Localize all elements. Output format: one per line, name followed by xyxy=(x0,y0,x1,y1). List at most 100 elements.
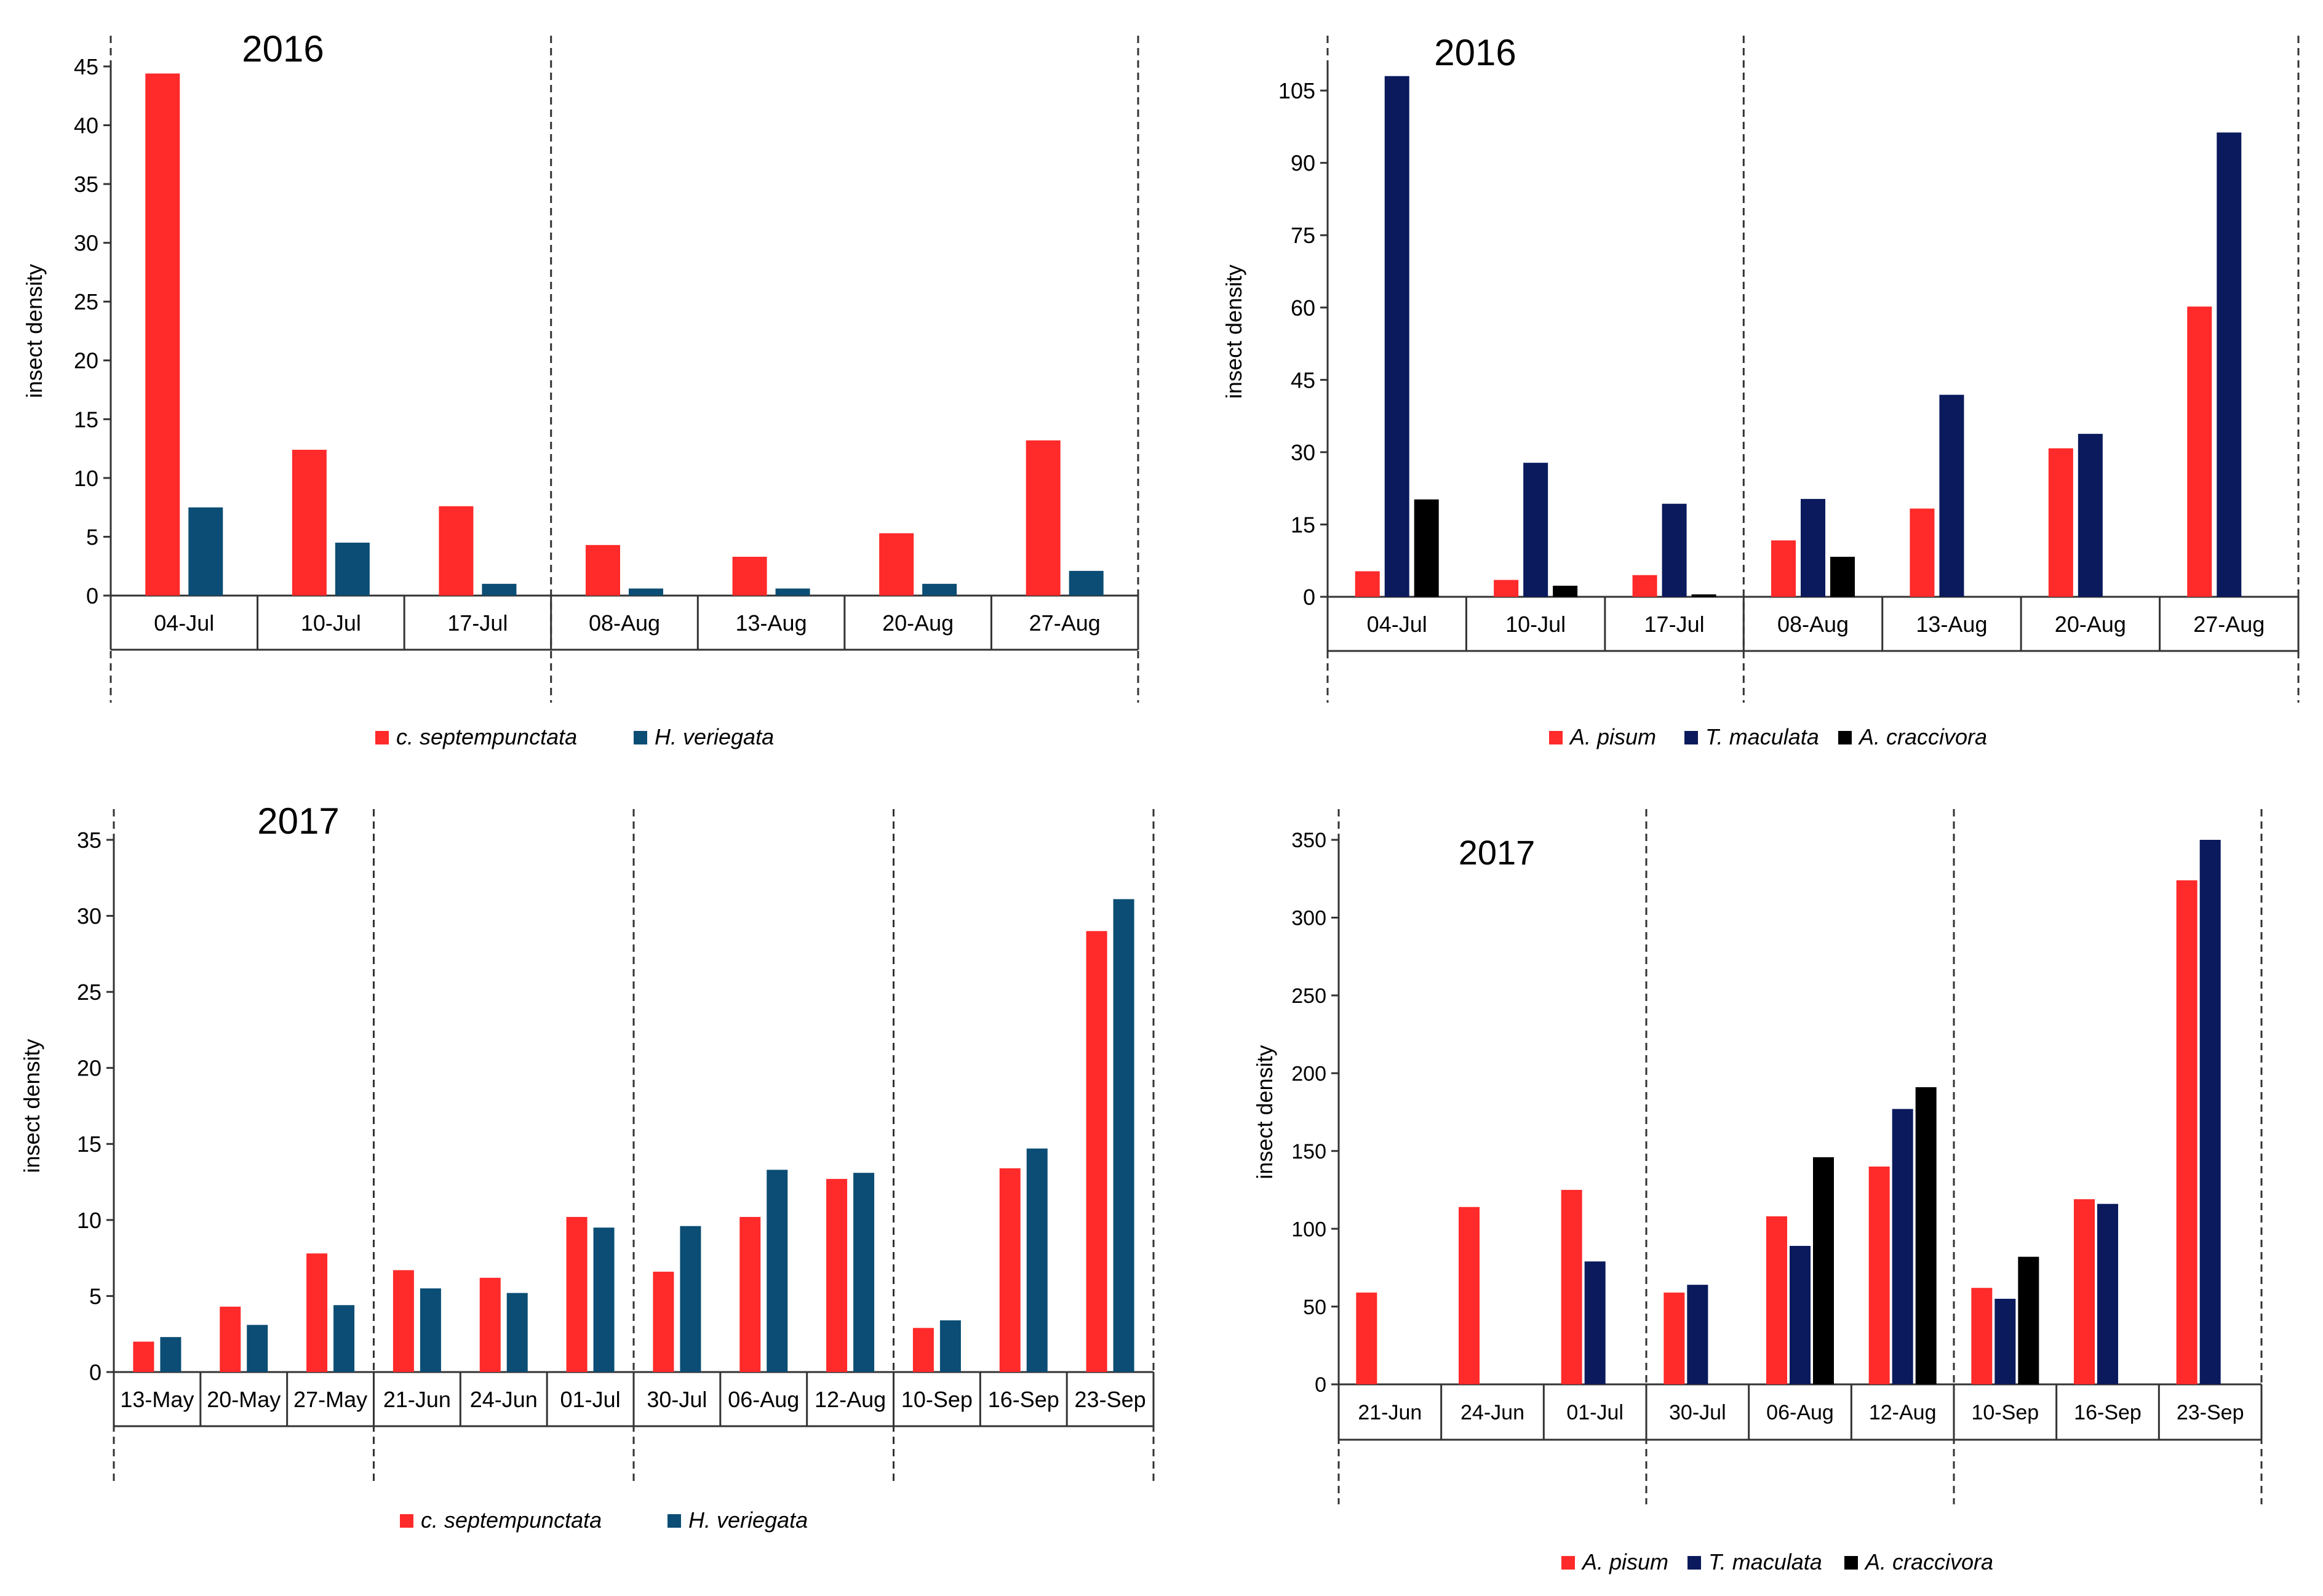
bar-c-septempunctata-06-aug xyxy=(739,1216,761,1372)
bar-a-pisum-12-aug xyxy=(1868,1167,1890,1384)
y-tick-label: 60 xyxy=(1291,295,1315,321)
x-category-label: 10-Jul xyxy=(301,610,361,636)
bar-c-septempunctata-27-aug xyxy=(1026,440,1061,596)
chart-title: 2017 xyxy=(257,800,339,842)
y-tick-label: 45 xyxy=(1291,367,1315,393)
chart-2017-aphids: 2017 0 50 100 150 200 250 300 350 insect density 2… xyxy=(1252,809,2263,1574)
x-category-label: 23-Sep xyxy=(2177,1401,2244,1424)
x-category-label: 01-Jul xyxy=(560,1387,621,1412)
x-category-label: 17-Jul xyxy=(1644,612,1705,637)
y-tick-label: 35 xyxy=(74,172,98,197)
bar-t-maculata-01-jul xyxy=(1584,1261,1606,1384)
bar-c-septempunctata-04-jul xyxy=(145,73,180,596)
y-tick-label: 5 xyxy=(89,1283,102,1309)
chart-panel-2016-aphids: 2016 0 15 30 45 60 75 90 105 insect density 04-Jul… xyxy=(1162,0,2323,778)
x-category-label: 06-Aug xyxy=(1766,1401,1834,1424)
bar-t-maculata-23-sep xyxy=(2199,840,2221,1384)
y-tick-label: 0 xyxy=(1303,585,1315,610)
legend-swatch xyxy=(375,731,389,744)
bar-h-veriegata-20-aug xyxy=(922,583,957,596)
bar-t-maculata-08-aug xyxy=(1801,498,1825,597)
bar-c-septempunctata-13-may xyxy=(133,1341,154,1372)
legend-label: T. maculata xyxy=(1708,1549,1822,1574)
bar-h-veriegata-04-jul xyxy=(188,507,223,596)
bar-a-pisum-10-sep xyxy=(1971,1288,1993,1384)
x-category-label: 13-May xyxy=(120,1387,194,1412)
bar-t-maculata-04-jul xyxy=(1384,76,1409,597)
bar-a-pisum-23-sep xyxy=(2176,880,2197,1384)
x-category-label: 16-Sep xyxy=(2074,1401,2142,1424)
y-tick-label: 35 xyxy=(77,828,102,853)
bar-t-maculata-06-aug xyxy=(1790,1245,1811,1384)
bar-t-maculata-12-aug xyxy=(1892,1109,1913,1384)
legend-swatch xyxy=(1844,1556,1858,1570)
bar-t-maculata-20-aug xyxy=(2078,434,2103,597)
x-category-label: 12-Aug xyxy=(815,1387,886,1412)
x-category-label: 21-Jun xyxy=(383,1387,451,1412)
bar-h-veriegata-27-may xyxy=(333,1305,355,1372)
x-category-label: 27-May xyxy=(293,1387,367,1412)
bar-a-craccivora-08-aug xyxy=(1830,556,1855,597)
bar-c-septempunctata-17-jul xyxy=(439,506,474,596)
bar-h-veriegata-01-jul xyxy=(593,1227,615,1372)
bar-a-craccivora-12-aug xyxy=(1915,1087,1937,1384)
legend-label: c. septempunctata xyxy=(396,724,577,749)
bar-c-septempunctata-10-jul xyxy=(292,450,327,596)
bar-h-veriegata-10-jul xyxy=(335,543,370,596)
x-category-label: 01-Jul xyxy=(1566,1401,1624,1424)
bar-a-craccivora-17-jul xyxy=(1691,594,1716,597)
legend-swatch xyxy=(1838,731,1852,744)
bar-a-pisum-01-jul xyxy=(1561,1189,1582,1384)
y-tick-label: 75 xyxy=(1291,223,1315,248)
legend-label: A. pisum xyxy=(1581,1549,1668,1574)
x-category-label: 08-Aug xyxy=(1777,612,1849,637)
bar-c-septempunctata-13-aug xyxy=(732,556,767,596)
x-category-label: 23-Sep xyxy=(1075,1387,1146,1412)
bar-a-pisum-27-aug xyxy=(2187,306,2212,597)
bar-c-septempunctata-12-aug xyxy=(826,1179,848,1372)
y-tick-label: 45 xyxy=(74,54,98,79)
bar-t-maculata-10-sep xyxy=(1994,1298,2016,1384)
y-tick-label: 105 xyxy=(1278,78,1315,103)
y-tick-label: 250 xyxy=(1291,984,1326,1008)
chart-2017-coccinellids: 2017 0 5 10 15 20 25 30 35 insect density 13-May 20… xyxy=(19,800,1155,1533)
x-category-label: 08-Aug xyxy=(589,610,660,636)
bar-t-maculata-16-sep xyxy=(2097,1203,2118,1384)
x-category-label: 10-Sep xyxy=(1972,1401,2039,1424)
x-category-label: 06-Aug xyxy=(728,1387,799,1412)
bar-a-pisum-24-jun xyxy=(1459,1207,1480,1384)
chart-title: 2017 xyxy=(1459,833,1536,872)
y-tick-label: 0 xyxy=(1315,1373,1326,1397)
x-category-label: 20-Aug xyxy=(2055,612,2126,637)
bar-t-maculata-10-jul xyxy=(1523,463,1548,597)
chart-panel-2017-aphids: 2017 0 50 100 150 200 250 300 350 insect density 2… xyxy=(1162,778,2323,1593)
bar-a-pisum-06-aug xyxy=(1766,1216,1787,1384)
y-tick-label: 20 xyxy=(74,348,98,373)
legend-label: c. septempunctata xyxy=(421,1507,602,1533)
legend-swatch xyxy=(667,1514,681,1528)
chart-title: 2016 xyxy=(242,28,324,70)
x-category-label: 24-Jun xyxy=(1460,1401,1524,1424)
x-category-label: 12-Aug xyxy=(1869,1401,1937,1424)
y-tick-label: 30 xyxy=(77,904,102,929)
y-axis-label: insect density xyxy=(1252,1045,1277,1179)
chart-panel-2017-coccinellids: 2017 0 5 10 15 20 25 30 35 insect density 13-May 20… xyxy=(0,778,1162,1593)
bar-t-maculata-27-aug xyxy=(2217,132,2242,597)
legend-swatch xyxy=(1549,731,1563,744)
chart-panel-2016-coccinellids: 2016 0 5 10 15 20 25 30 35 40 45 insect density 04-J… xyxy=(0,0,1162,778)
bar-h-veriegata-21-jun xyxy=(420,1288,441,1372)
y-tick-label: 25 xyxy=(77,980,102,1005)
chart-title: 2016 xyxy=(1434,32,1516,73)
bar-h-veriegata-06-aug xyxy=(767,1170,788,1372)
bar-c-septempunctata-30-jul xyxy=(653,1271,674,1372)
bar-c-septempunctata-16-sep xyxy=(999,1168,1021,1372)
y-tick-label: 25 xyxy=(74,289,98,314)
bar-a-pisum-21-jun xyxy=(1356,1292,1377,1384)
bar-a-craccivora-04-jul xyxy=(1414,499,1439,597)
y-axis-label: insect density xyxy=(1221,265,1246,399)
x-category-label: 10-Sep xyxy=(901,1387,973,1412)
legend-label: H. veriegata xyxy=(655,724,774,749)
legend-label: T. maculata xyxy=(1705,724,1819,749)
bar-c-septempunctata-20-aug xyxy=(879,533,914,596)
bar-c-septempunctata-08-aug xyxy=(586,545,620,596)
